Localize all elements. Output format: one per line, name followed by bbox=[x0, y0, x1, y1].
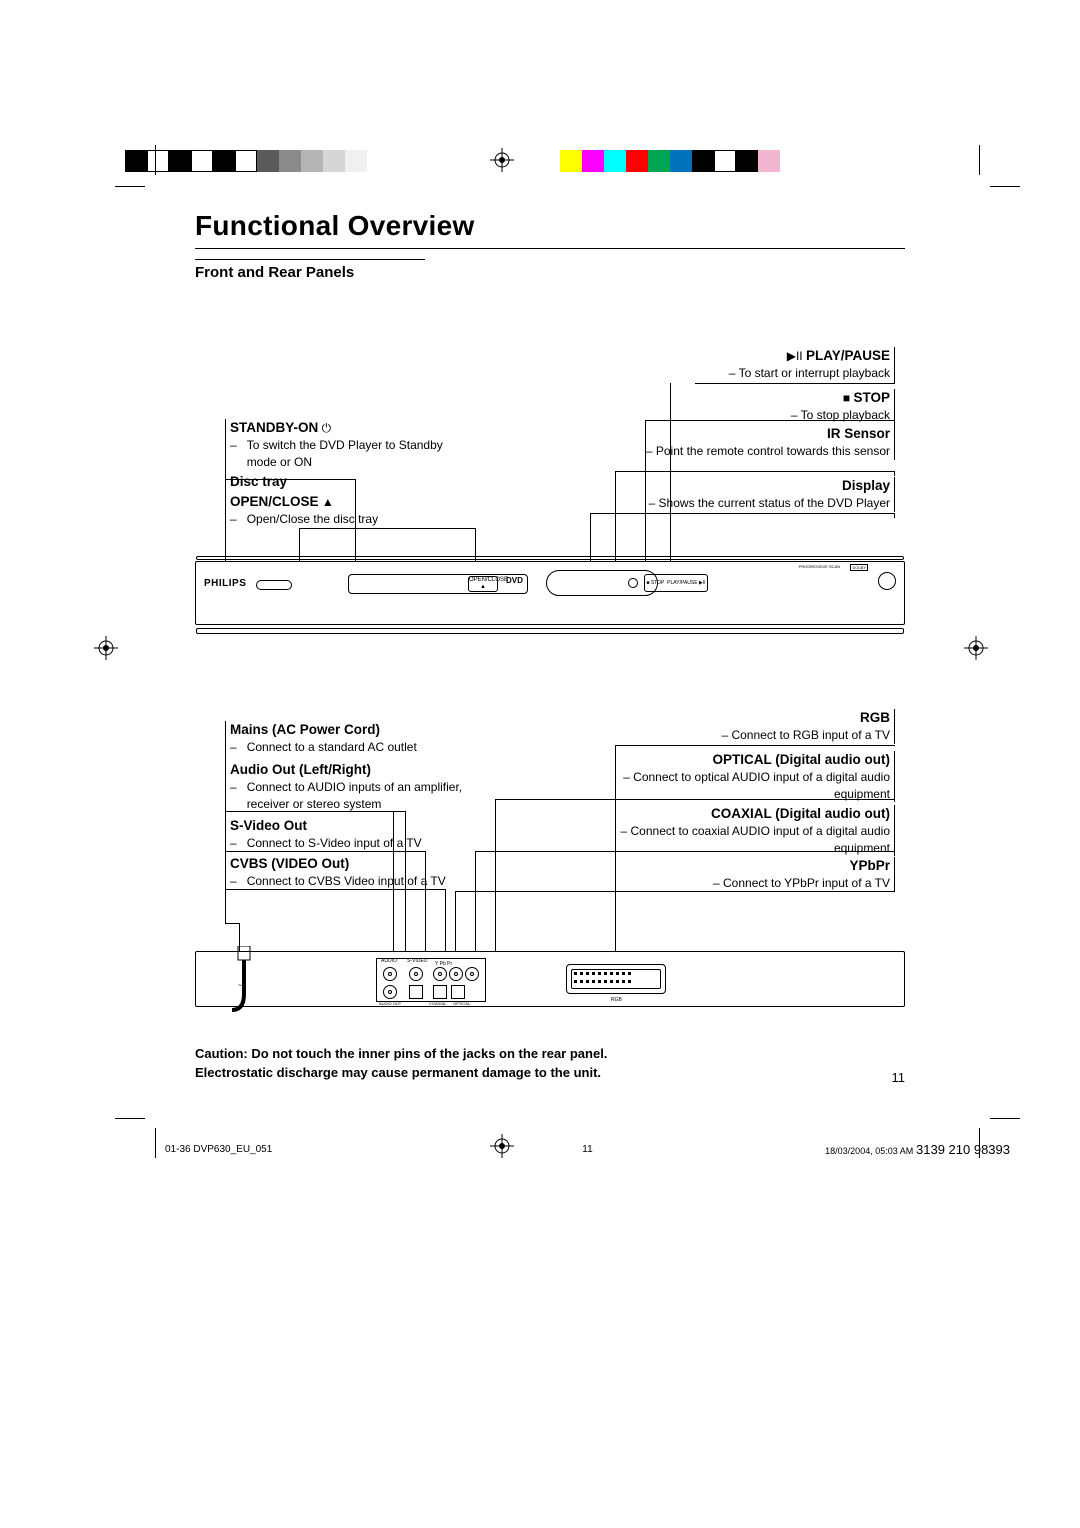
crop-mark bbox=[115, 1118, 145, 1119]
callout-title: Display bbox=[605, 477, 890, 495]
footer-partno: 3139 210 98393 bbox=[916, 1142, 1010, 1157]
callout-stop: ■ STOP – To stop playback bbox=[695, 389, 895, 423]
printer-colorbar-left bbox=[125, 150, 367, 172]
power-icon: ⏻ bbox=[322, 421, 332, 435]
callout-title: STOP bbox=[853, 390, 890, 405]
callout-desc: – To start or interrupt playback bbox=[605, 365, 890, 381]
callout-desc: Connect to CVBS Video input of a TV bbox=[247, 873, 446, 889]
caution-line2: Electrostatic discharge may cause perman… bbox=[195, 1064, 905, 1083]
dvd-front-drawing: PHILIPS OPEN/CLOSE ▲ DVD ■ STOPPLAY/PAUS… bbox=[195, 561, 905, 625]
stop-icon: ■ bbox=[843, 391, 850, 405]
callout-desc: – Point the remote control towards this … bbox=[605, 443, 890, 459]
callout-desc: – Connect to optical AUDIO input of a di… bbox=[595, 769, 890, 801]
crop-mark bbox=[115, 186, 145, 187]
print-footer: 01-36 DVP630_EU_051 11 18/03/2004, 05:03… bbox=[165, 1142, 1010, 1157]
caution-text: Caution: Do not touch the inner pins of … bbox=[195, 1045, 905, 1083]
page-title: Functional Overview bbox=[195, 210, 905, 249]
callout-title: S-Video Out bbox=[230, 817, 485, 835]
dvd-rear-drawing: ~ AUDIO S-VIDEO Y Pb Pr COAXIAL OPTICAL … bbox=[195, 951, 905, 1007]
section-heading: Front and Rear Panels bbox=[195, 264, 905, 281]
svg-text:~: ~ bbox=[238, 981, 243, 990]
callout-optical: OPTICAL (Digital audio out) – Connect to… bbox=[595, 751, 895, 802]
power-cord-icon: ~ bbox=[224, 946, 264, 1016]
playpause-icon: ▶II bbox=[787, 349, 803, 363]
callout-display: Display – Shows the current status of th… bbox=[605, 477, 895, 511]
rear-panel-figure: Mains (AC Power Cord) –Connect to a stan… bbox=[195, 701, 905, 1021]
registration-mark-top bbox=[490, 148, 514, 172]
callout-title: IR Sensor bbox=[605, 425, 890, 443]
callout-desc: Connect to S-Video input of a TV bbox=[247, 835, 422, 851]
crop-mark bbox=[979, 145, 980, 175]
caution-line1: Caution: Do not touch the inner pins of … bbox=[195, 1045, 905, 1064]
callout-desc: – Shows the current status of the DVD Pl… bbox=[605, 495, 890, 511]
callout-coaxial: COAXIAL (Digital audio out) – Connect to… bbox=[595, 805, 895, 856]
callout-irsensor: IR Sensor – Point the remote control tow… bbox=[605, 425, 895, 459]
page-number: 11 bbox=[892, 1070, 906, 1085]
callout-rgb: RGB – Connect to RGB input of a TV bbox=[635, 709, 895, 743]
callout-title: COAXIAL (Digital audio out) bbox=[595, 805, 890, 823]
front-panel-figure: STANDBY-ON ⏻ –To switch the DVD Player t… bbox=[195, 301, 905, 631]
callout-standby: STANDBY-ON ⏻ –To switch the DVD Player t… bbox=[225, 419, 465, 470]
callout-cvbs: CVBS (VIDEO Out) –Connect to CVBS Video … bbox=[225, 855, 505, 889]
callout-desc: Open/Close the disc tray bbox=[247, 511, 378, 527]
callout-desc: To switch the DVD Player to Standby mode… bbox=[247, 437, 465, 469]
registration-mark-right bbox=[964, 636, 988, 660]
callout-svideo: S-Video Out –Connect to S-Video input of… bbox=[225, 817, 485, 851]
footer-filename: 01-36 DVP630_EU_051 bbox=[165, 1144, 272, 1155]
crop-mark bbox=[155, 1128, 156, 1158]
callout-title: RGB bbox=[635, 709, 890, 727]
footer-pagenum: 11 bbox=[582, 1144, 592, 1155]
crop-mark bbox=[990, 186, 1020, 187]
footer-date: 18/03/2004, 05:03 AM bbox=[825, 1146, 913, 1156]
callout-desc: Connect to a standard AC outlet bbox=[247, 739, 417, 755]
callout-openclose: OPEN/CLOSE ▲ –Open/Close the disc tray bbox=[225, 493, 465, 527]
callout-desc: – Connect to RGB input of a TV bbox=[635, 727, 890, 743]
callout-title: Audio Out (Left/Right) bbox=[230, 761, 505, 779]
printer-colorbar-right bbox=[560, 150, 780, 172]
callout-title: OPTICAL (Digital audio out) bbox=[595, 751, 890, 769]
section-rule bbox=[195, 259, 425, 260]
callout-title: OPEN/CLOSE bbox=[230, 494, 319, 509]
callout-title: STANDBY-ON bbox=[230, 420, 318, 435]
crop-mark bbox=[990, 1118, 1020, 1119]
callout-title: Mains (AC Power Cord) bbox=[230, 721, 485, 739]
page-content: Functional Overview Front and Rear Panel… bbox=[195, 210, 905, 1290]
crop-mark bbox=[155, 145, 156, 175]
callout-title: CVBS (VIDEO Out) bbox=[230, 855, 505, 873]
callout-title: Disc tray bbox=[230, 473, 425, 491]
brand-label: PHILIPS bbox=[204, 578, 246, 589]
callout-desc: Connect to AUDIO inputs of an amplifier,… bbox=[247, 779, 505, 811]
callout-mains: Mains (AC Power Cord) –Connect to a stan… bbox=[225, 721, 485, 755]
eject-icon: ▲ bbox=[322, 495, 334, 509]
callout-desc: – Connect to YPbPr input of a TV bbox=[635, 875, 890, 891]
callout-ypbpr: YPbPr – Connect to YPbPr input of a TV bbox=[635, 857, 895, 891]
callout-playpause: ▶II PLAY/PAUSE – To start or interrupt p… bbox=[605, 347, 895, 381]
callout-disctray: Disc tray bbox=[225, 473, 425, 491]
registration-mark-left bbox=[94, 636, 118, 660]
callout-title: PLAY/PAUSE bbox=[806, 348, 890, 363]
callout-title: YPbPr bbox=[635, 857, 890, 875]
callout-audio-out: Audio Out (Left/Right) –Connect to AUDIO… bbox=[225, 761, 505, 812]
